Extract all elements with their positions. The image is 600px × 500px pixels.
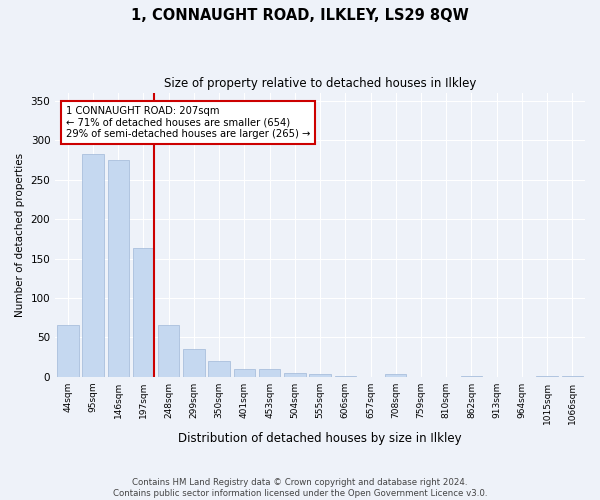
Bar: [57, 326, 79, 376]
Bar: [259, 369, 280, 376]
Bar: [233, 369, 255, 376]
Text: Contains HM Land Registry data © Crown copyright and database right 2024.
Contai: Contains HM Land Registry data © Crown c…: [113, 478, 487, 498]
Bar: [284, 372, 305, 376]
Bar: [183, 349, 205, 376]
Bar: [107, 160, 129, 376]
Bar: [310, 374, 331, 376]
X-axis label: Distribution of detached houses by size in Ilkley: Distribution of detached houses by size …: [178, 432, 462, 445]
Y-axis label: Number of detached properties: Number of detached properties: [15, 153, 25, 317]
Bar: [133, 248, 154, 376]
Bar: [385, 374, 406, 376]
Bar: [208, 361, 230, 376]
Text: 1, CONNAUGHT ROAD, ILKLEY, LS29 8QW: 1, CONNAUGHT ROAD, ILKLEY, LS29 8QW: [131, 8, 469, 22]
Bar: [158, 326, 179, 376]
Text: 1 CONNAUGHT ROAD: 207sqm
← 71% of detached houses are smaller (654)
29% of semi-: 1 CONNAUGHT ROAD: 207sqm ← 71% of detach…: [66, 106, 310, 139]
Title: Size of property relative to detached houses in Ilkley: Size of property relative to detached ho…: [164, 78, 476, 90]
Bar: [82, 154, 104, 376]
